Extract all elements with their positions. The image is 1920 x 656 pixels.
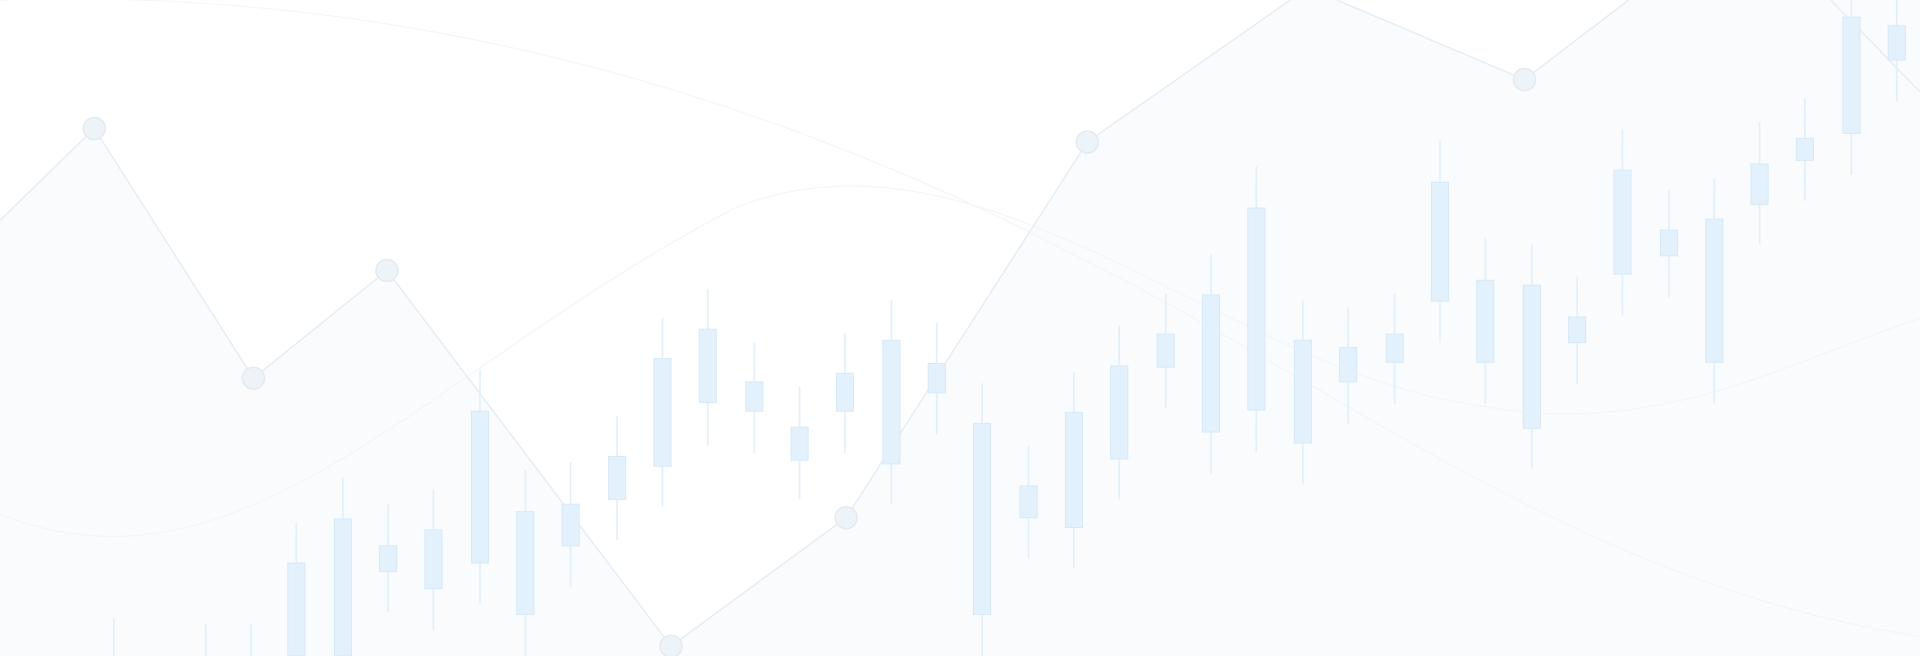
candle-body	[1293, 339, 1312, 444]
candle-body	[333, 518, 352, 656]
candle-body	[972, 422, 992, 615]
marker	[659, 634, 683, 656]
candle-body	[287, 562, 306, 656]
trend-markers	[82, 67, 1537, 656]
candle-body	[379, 545, 398, 573]
candle-body	[1430, 181, 1450, 302]
marker	[834, 505, 858, 530]
candle-body	[470, 410, 490, 564]
marker	[375, 258, 399, 283]
trend-line	[0, 0, 1630, 648]
candle-body	[424, 529, 443, 590]
candle-body	[1842, 16, 1861, 134]
ghost-curve	[0, 185, 1920, 538]
marker	[241, 366, 266, 390]
ghost-curve	[0, 0, 1920, 638]
candle-body	[1247, 207, 1266, 411]
candle-body	[1385, 333, 1404, 363]
candle-body	[927, 363, 946, 394]
candle-body	[1156, 333, 1175, 368]
candle-body	[882, 339, 901, 465]
candle-body	[1339, 347, 1358, 383]
candle-body	[1201, 294, 1221, 433]
candle-body	[1568, 316, 1587, 344]
candle-body	[653, 358, 672, 467]
candle-body	[1887, 25, 1906, 61]
candle-body	[835, 372, 854, 412]
candle-body	[561, 503, 580, 547]
candle-body	[1019, 485, 1038, 519]
candle-body	[790, 426, 809, 461]
trend-line	[1830, 0, 1920, 93]
marker	[1512, 67, 1537, 92]
candle-body	[1613, 169, 1632, 275]
candle-body	[1522, 284, 1541, 429]
candle-body	[698, 328, 717, 404]
candle-body	[608, 456, 627, 500]
candle-body	[745, 381, 764, 412]
marker	[82, 116, 107, 141]
candle-body	[1705, 218, 1724, 363]
marker	[1075, 130, 1100, 154]
candle-body	[1476, 279, 1495, 363]
candle-body	[1064, 411, 1083, 528]
candle-body	[516, 511, 535, 615]
candle-body	[1750, 163, 1769, 205]
candlesticks	[113, 0, 1906, 656]
candle-body	[1110, 365, 1129, 460]
candle-body	[1659, 229, 1679, 257]
candle-body	[1795, 137, 1814, 161]
